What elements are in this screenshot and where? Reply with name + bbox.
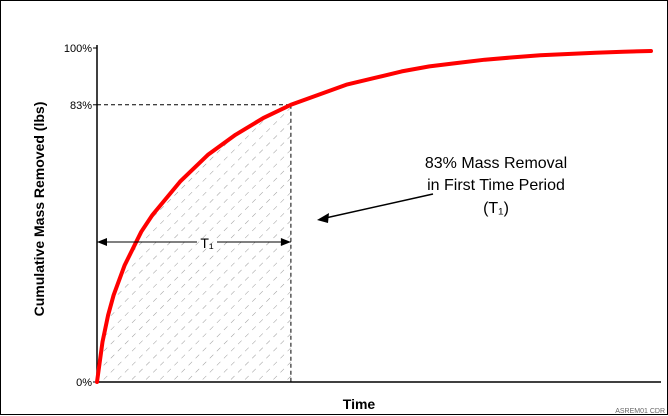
annotation-line-2: in First Time Period	[427, 177, 565, 194]
hatched-area	[97, 104, 291, 383]
credit-label: ASREM01 CDR	[615, 408, 665, 415]
series-layer	[95, 49, 653, 384]
y-tick-label-0: 0%	[76, 377, 92, 389]
reference-lines	[97, 104, 292, 382]
y-tick-label-83: 83%	[70, 100, 92, 112]
y-tick-label-100: 100%	[64, 43, 92, 55]
series-line	[95, 49, 653, 384]
hatched-region	[97, 104, 291, 383]
t1-arrow-left	[97, 238, 107, 246]
y-axis-title: Cumulative Mass Removed (lbs)	[31, 102, 47, 317]
t1-label: T₁	[200, 235, 214, 251]
x-axis-title: Time	[343, 396, 376, 412]
annotation-arrow-line	[320, 193, 434, 220]
annotation-line-1: 83% Mass Removal	[425, 155, 567, 172]
t1-arrow-right	[280, 238, 291, 246]
annotation-line-3: (T₁)	[483, 200, 509, 217]
t1-dimension	[97, 238, 291, 246]
annotation-arrow-head	[317, 213, 329, 223]
